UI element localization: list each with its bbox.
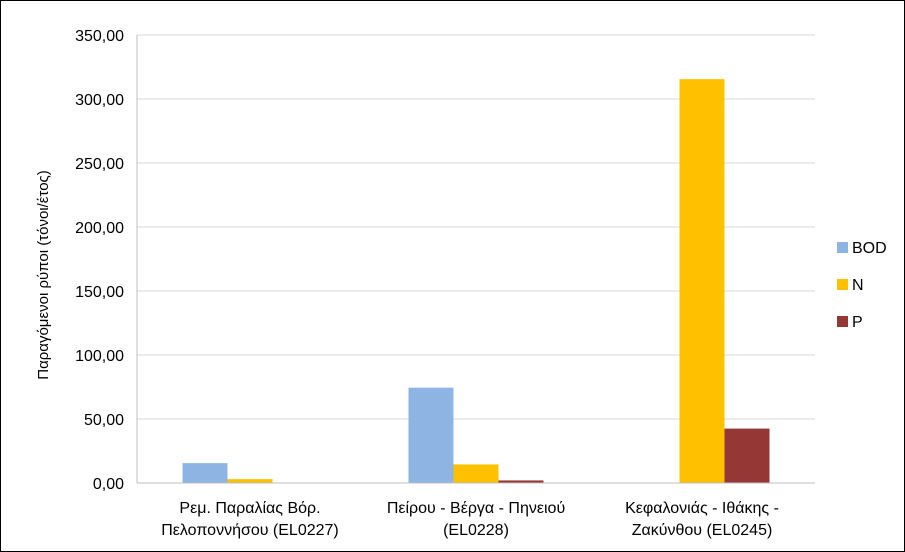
y-axis-label: Παραγόμενοι ρύποι (τόνοι/έτος) (35, 170, 52, 380)
y-tick-label: 200,00 (75, 220, 124, 237)
bar-p (498, 480, 544, 483)
legend-label-n: N (852, 277, 864, 294)
category-label: Κεφαλονιάς - Ιθάκης -Ζακύνθου (EL0245) (625, 500, 779, 539)
y-tick-label: 50,00 (84, 412, 124, 429)
legend-swatch-p (837, 316, 848, 327)
bar-n (453, 464, 499, 483)
category-label: Πείρου - Βέργα - Πηνειού (EL0228) (387, 500, 565, 539)
legend: BOD N P (837, 240, 887, 331)
bar-bod (182, 463, 228, 483)
y-tick-label: 250,00 (75, 156, 124, 173)
bar-p (724, 428, 770, 483)
bar-n (227, 479, 273, 483)
y-tick-label: 100,00 (75, 348, 124, 365)
legend-label-bod: BOD (852, 240, 887, 257)
y-tick-label: 0,00 (93, 476, 124, 493)
legend-label-p: P (852, 314, 863, 331)
bars (182, 79, 770, 483)
bar-n (679, 79, 725, 483)
y-tick-label: 300,00 (75, 92, 124, 109)
bar-bod (408, 387, 454, 483)
category-labels: Ρεμ. Παραλίας Βόρ. Πελοποννήσου (EL0227) Π… (161, 500, 779, 539)
y-axis-ticks: 0,00 50,00 100,00 150,00 200,00 250,00 300,00 3… (75, 28, 138, 493)
legend-swatch-bod (837, 242, 848, 253)
legend-swatch-n (837, 279, 848, 290)
y-tick-label: 150,00 (75, 284, 124, 301)
y-tick-label: 350,00 (75, 28, 124, 45)
category-label: Ρεμ. Παραλίας Βόρ. Πελοποννήσου (EL0227) (161, 500, 339, 539)
